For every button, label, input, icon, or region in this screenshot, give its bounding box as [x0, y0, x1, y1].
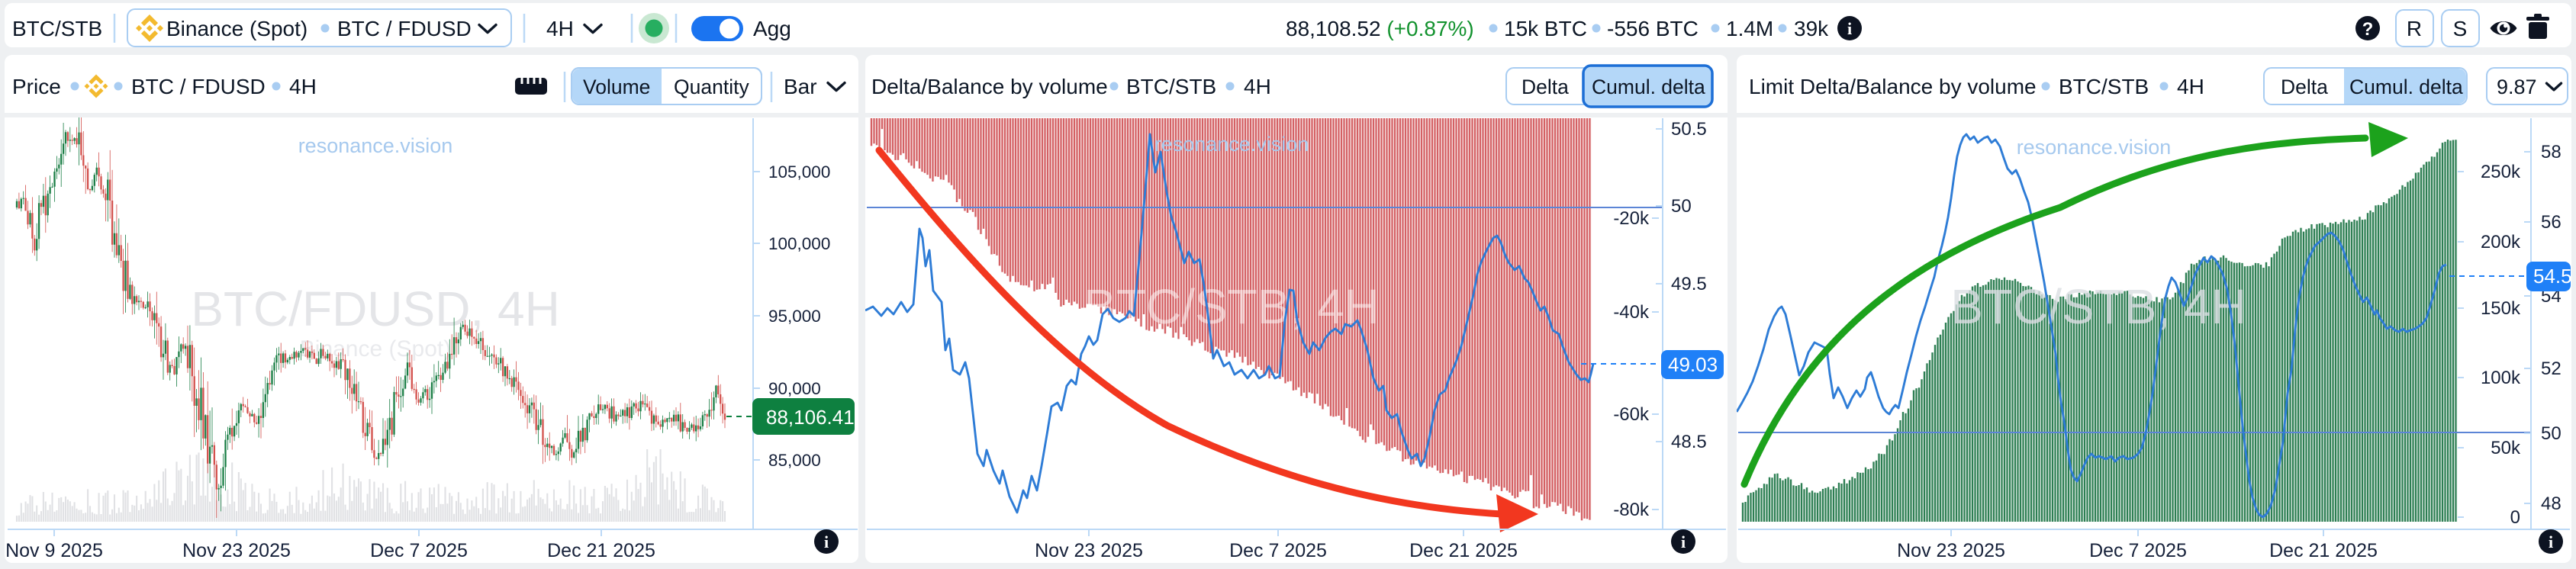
svg-text:Dec 21 2025: Dec 21 2025: [2269, 540, 2378, 561]
svg-text:48: 48: [2541, 493, 2562, 514]
svg-text:i: i: [2549, 532, 2553, 551]
svg-text:Binance (Spot): Binance (Spot): [166, 17, 308, 40]
svg-text:BTC / FDUSD: BTC / FDUSD: [337, 17, 472, 40]
svg-text:BTC/FDUSD, 4H: BTC/FDUSD, 4H: [191, 281, 560, 336]
svg-text:49.03: 49.03: [1668, 353, 1718, 376]
svg-text:S: S: [2453, 17, 2468, 40]
svg-text:50: 50: [2541, 423, 2562, 444]
svg-text:BTC/STB: BTC/STB: [12, 17, 102, 40]
svg-text:50: 50: [1671, 196, 1692, 217]
svg-text:Cumul. delta: Cumul. delta: [1592, 76, 1705, 98]
svg-text:50.5: 50.5: [1671, 119, 1707, 140]
svg-text:1.4M: 1.4M: [1726, 17, 1773, 40]
svg-text:Limit Delta/Balance by volume: Limit Delta/Balance by volume: [1749, 75, 2037, 98]
svg-text:resonance.vision: resonance.vision: [1154, 133, 1309, 156]
svg-text:Dec 21 2025: Dec 21 2025: [547, 540, 655, 561]
svg-text:-60k: -60k: [1613, 404, 1650, 425]
svg-text:Delta: Delta: [1521, 76, 1569, 98]
svg-text:100,000: 100,000: [768, 234, 830, 253]
svg-text:9.87: 9.87: [2497, 76, 2537, 98]
svg-text:105,000: 105,000: [768, 162, 830, 182]
svg-text:i: i: [1681, 532, 1686, 551]
svg-text:90,000: 90,000: [768, 379, 821, 398]
svg-text:Delta: Delta: [2281, 76, 2328, 98]
svg-text:Nov 23 2025: Nov 23 2025: [182, 540, 291, 561]
svg-text:BTC / FDUSD: BTC / FDUSD: [131, 75, 266, 98]
svg-text:56: 56: [2541, 212, 2562, 233]
svg-text:BTC/STB: BTC/STB: [2059, 75, 2149, 98]
svg-text:Quantity: Quantity: [674, 76, 749, 98]
svg-text:Nov 23 2025: Nov 23 2025: [1035, 540, 1143, 561]
svg-text:4H: 4H: [546, 17, 574, 40]
svg-text:-20k: -20k: [1613, 208, 1650, 229]
svg-text:i: i: [1847, 19, 1852, 38]
svg-text:Bar: Bar: [784, 75, 817, 98]
svg-text:BTC/STB, 4H: BTC/STB, 4H: [1084, 279, 1380, 334]
svg-text:58: 58: [2541, 142, 2562, 162]
svg-text:Delta/Balance by volume: Delta/Balance by volume: [871, 75, 1108, 98]
svg-text:88,106.41: 88,106.41: [766, 406, 855, 429]
svg-text:54.5: 54.5: [2533, 265, 2571, 288]
svg-text:Dec 21 2025: Dec 21 2025: [1409, 540, 1518, 561]
svg-text:4H: 4H: [1244, 75, 1271, 98]
svg-text:resonance.vision: resonance.vision: [2017, 136, 2172, 159]
svg-text:150k: 150k: [2481, 298, 2521, 319]
svg-text:-556 BTC: -556 BTC: [1607, 17, 1699, 40]
svg-text:Price: Price: [12, 75, 61, 98]
svg-text:BTC/STB, 4H: BTC/STB, 4H: [1950, 279, 2246, 334]
svg-text:Nov 9 2025: Nov 9 2025: [5, 540, 103, 561]
svg-text:-80k: -80k: [1613, 500, 1650, 520]
svg-text:100k: 100k: [2481, 368, 2521, 388]
svg-text:Dec 7 2025: Dec 7 2025: [1229, 540, 1327, 561]
svg-text:50k: 50k: [2491, 438, 2521, 458]
svg-text:200k: 200k: [2481, 232, 2521, 252]
svg-text:15k BTC: 15k BTC: [1504, 17, 1587, 40]
svg-text:-40k: -40k: [1613, 302, 1650, 323]
svg-text:BTC/STB: BTC/STB: [1126, 75, 1216, 98]
svg-text:Dec 7 2025: Dec 7 2025: [2089, 540, 2187, 561]
svg-text:95,000: 95,000: [768, 307, 821, 326]
svg-text:i: i: [824, 532, 829, 551]
svg-text:85,000: 85,000: [768, 451, 821, 470]
svg-text:4H: 4H: [2177, 75, 2204, 98]
svg-text:Agg: Agg: [753, 17, 791, 40]
svg-text:R: R: [2407, 17, 2422, 40]
svg-text:Volume: Volume: [583, 76, 650, 98]
svg-text:49.5: 49.5: [1671, 274, 1707, 294]
svg-text:Cumul. delta: Cumul. delta: [2349, 76, 2463, 98]
svg-text:48.5: 48.5: [1671, 432, 1707, 452]
svg-text:52: 52: [2541, 358, 2562, 379]
svg-text:Nov 23 2025: Nov 23 2025: [1897, 540, 2005, 561]
svg-text:?: ?: [2362, 19, 2374, 40]
svg-text:250k: 250k: [2481, 162, 2521, 182]
svg-text:0: 0: [2510, 507, 2520, 528]
svg-text:88,108.52 (+0.87%): 88,108.52 (+0.87%): [1286, 17, 1474, 40]
svg-text:39k: 39k: [1794, 17, 1829, 40]
svg-text:4H: 4H: [289, 75, 317, 98]
svg-text:resonance.vision: resonance.vision: [298, 134, 453, 157]
svg-text:Dec 7 2025: Dec 7 2025: [370, 540, 468, 561]
